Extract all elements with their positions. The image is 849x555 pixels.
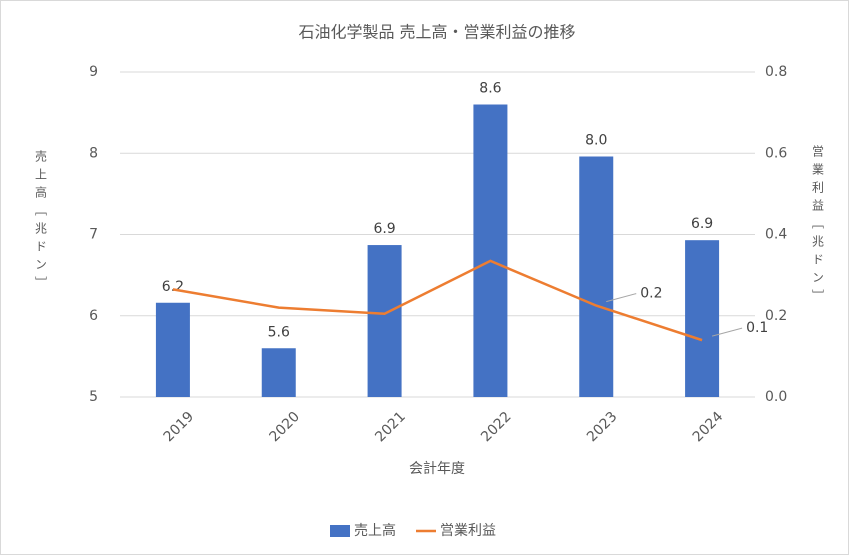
x-axis-title: 会計年度 bbox=[409, 461, 465, 477]
bar bbox=[367, 245, 402, 397]
chart-title: 石油化学製品 売上高・営業利益の推移 bbox=[298, 23, 575, 42]
leader-line bbox=[606, 293, 637, 303]
bar bbox=[473, 104, 508, 397]
leader-line bbox=[711, 327, 743, 337]
y2-tick-label: 0.8 bbox=[765, 64, 787, 80]
y-tick-label: 7 bbox=[89, 227, 98, 243]
bar bbox=[685, 240, 720, 397]
y-tick-label: 8 bbox=[89, 145, 98, 161]
y-tick-label: 6 bbox=[89, 308, 98, 324]
y-tick-label: 9 bbox=[89, 64, 98, 80]
line bbox=[172, 259, 703, 342]
data-label: 6.2 bbox=[162, 279, 184, 295]
y2-tick-label: 0.2 bbox=[765, 308, 787, 324]
bar bbox=[261, 348, 296, 397]
data-label: 0.1 bbox=[746, 320, 768, 336]
y2-axis-title: 営業利益［兆ドン］ bbox=[811, 145, 825, 307]
legend-label: 売上高 bbox=[354, 522, 396, 539]
data-label: 8.6 bbox=[479, 81, 501, 97]
data-label: 0.2 bbox=[640, 286, 662, 302]
data-label: 5.6 bbox=[268, 324, 290, 340]
y2-tick-label: 0.0 bbox=[765, 389, 787, 405]
data-label: 8.0 bbox=[585, 133, 607, 149]
bar bbox=[579, 156, 614, 397]
bar bbox=[155, 302, 190, 397]
data-label: 6.9 bbox=[373, 221, 395, 237]
legend-swatch bbox=[330, 525, 350, 537]
y2-tick-label: 0.4 bbox=[765, 227, 787, 243]
legend-label: 営業利益 bbox=[440, 523, 496, 539]
data-label: 6.9 bbox=[691, 216, 713, 232]
y-axis-title: 売上高［兆ドン］ bbox=[34, 149, 48, 294]
y2-tick-label: 0.6 bbox=[765, 145, 787, 161]
y-tick-label: 5 bbox=[89, 389, 98, 405]
